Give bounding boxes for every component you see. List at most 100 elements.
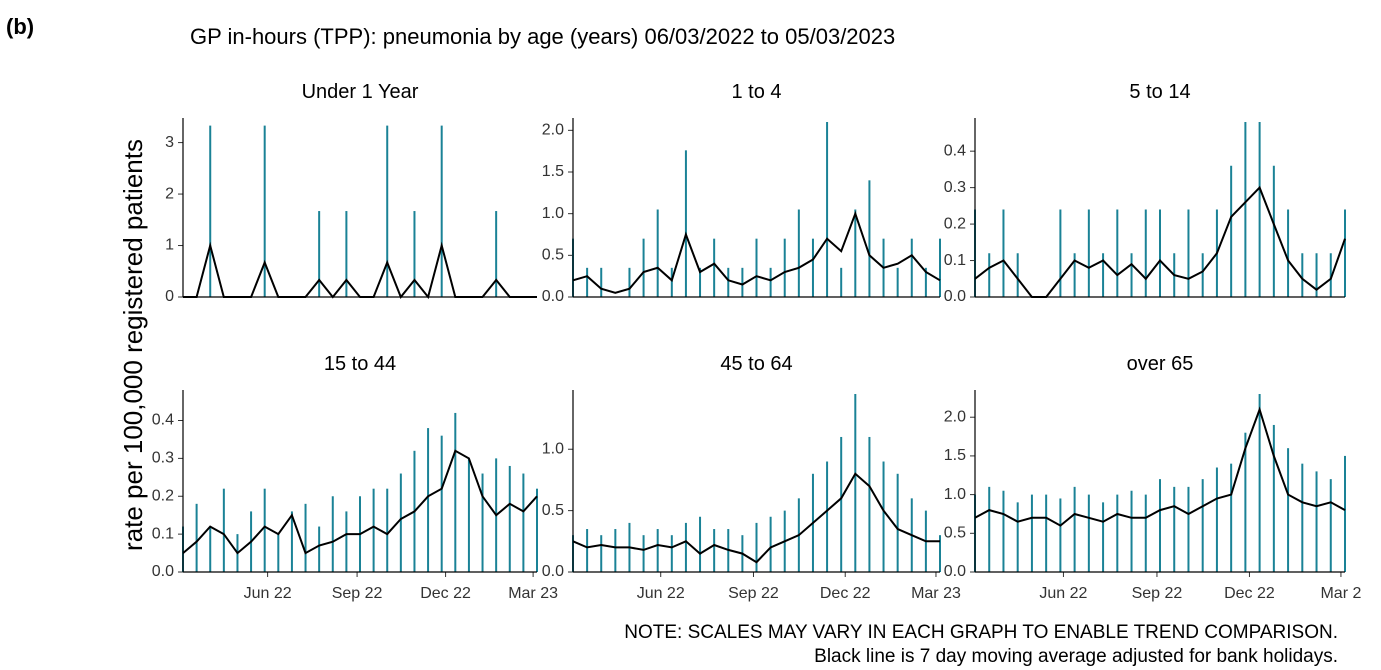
- daily-bar: [1059, 209, 1062, 297]
- daily-bar: [699, 516, 702, 572]
- daily-bar: [924, 267, 927, 297]
- daily-bar: [277, 534, 280, 572]
- daily-bar: [508, 465, 511, 572]
- daily-bar: [318, 526, 321, 572]
- x-tick-label: Jun 22: [637, 585, 685, 602]
- daily-bar: [670, 535, 673, 572]
- daily-bar: [939, 535, 941, 572]
- daily-bar: [684, 150, 687, 297]
- y-tick-label: 2.0: [542, 122, 564, 139]
- y-tick-label: 1.5: [944, 447, 966, 464]
- daily-bar: [372, 488, 375, 572]
- daily-bar: [1344, 455, 1346, 572]
- y-tick-label: 0.4: [944, 142, 966, 159]
- daily-bar: [1116, 209, 1119, 297]
- x-tick-label: Sep 22: [332, 585, 383, 602]
- daily-bar: [331, 496, 334, 572]
- y-tick-label: 0.4: [152, 412, 174, 429]
- panel-label: (b): [6, 14, 34, 39]
- y-tick-label: 0.1: [944, 252, 966, 269]
- y-tick-label: 0.3: [944, 179, 966, 196]
- daily-bar: [614, 529, 617, 572]
- daily-bar: [1329, 479, 1332, 572]
- moving-average-line: [572, 210, 941, 294]
- y-tick-label: 0.5: [542, 247, 564, 264]
- daily-bar: [1002, 490, 1005, 572]
- y-tick-label: 1.0: [944, 486, 966, 503]
- daily-bar: [713, 529, 716, 572]
- daily-bar: [868, 436, 871, 572]
- daily-bar: [1130, 253, 1133, 297]
- daily-bar: [600, 267, 603, 297]
- daily-bar: [1130, 490, 1133, 572]
- note: NOTE: SCALES MAY VARY IN EACH GRAPH TO E…: [624, 622, 1338, 643]
- y-tick-label: 0: [165, 288, 174, 305]
- daily-bar: [263, 125, 266, 298]
- y-tick-label: 0.0: [944, 288, 966, 305]
- daily-bar: [586, 529, 589, 572]
- y-tick-label: 0.5: [944, 525, 966, 542]
- daily-bar: [988, 486, 991, 572]
- daily-bar: [868, 180, 871, 297]
- daily-bar: [1329, 253, 1332, 297]
- x-tick-label: Jun 22: [1039, 585, 1087, 602]
- daily-bar: [427, 428, 430, 572]
- daily-bar: [1287, 209, 1290, 297]
- daily-bar: [1258, 394, 1261, 572]
- daily-bar: [1301, 253, 1304, 297]
- daily-bar: [988, 253, 991, 297]
- daily-bar: [600, 535, 603, 572]
- figure-title: GP in-hours (TPP): pneumonia by age (yea…: [190, 24, 895, 49]
- daily-bar: [467, 458, 470, 572]
- y-tick-label: 1.0: [542, 205, 564, 222]
- daily-bar: [769, 267, 772, 297]
- daily-bar: [670, 267, 673, 297]
- y-tick-label: 0.2: [944, 215, 966, 232]
- daily-bar: [783, 238, 786, 297]
- daily-bar: [1230, 463, 1233, 572]
- daily-bar: [1315, 471, 1318, 572]
- daily-bar: [910, 238, 913, 297]
- panel-title: 5 to 14: [1129, 81, 1190, 103]
- daily-bar: [656, 529, 659, 572]
- daily-bar: [263, 488, 266, 572]
- daily-bar: [290, 511, 293, 572]
- daily-bar: [222, 488, 225, 572]
- daily-bar: [318, 211, 321, 297]
- daily-bar: [1344, 209, 1346, 297]
- daily-bar: [1102, 502, 1105, 572]
- daily-bar: [1315, 253, 1318, 297]
- y-tick-label: 1.5: [542, 163, 564, 180]
- daily-bar: [1187, 486, 1190, 572]
- moving-average-line: [974, 406, 1346, 527]
- daily-bar: [1187, 209, 1190, 297]
- daily-bar: [399, 473, 402, 572]
- daily-bar: [797, 209, 800, 297]
- moving-average-line: [183, 241, 537, 300]
- panel-title: Under 1 Year: [302, 81, 419, 103]
- daily-bar: [1030, 494, 1033, 572]
- daily-bar: [304, 503, 307, 572]
- daily-bar: [1230, 165, 1233, 297]
- y-tick-label: 0.0: [944, 563, 966, 580]
- daily-bar: [1073, 486, 1076, 572]
- daily-bar: [840, 436, 843, 572]
- note: Black line is 7 day moving average adjus…: [814, 646, 1338, 667]
- daily-bar: [1173, 486, 1176, 572]
- daily-bar: [882, 461, 885, 572]
- daily-bar: [1301, 463, 1304, 572]
- y-tick-label: 3: [165, 134, 174, 151]
- daily-bar: [642, 238, 645, 297]
- daily-bar: [628, 267, 631, 297]
- daily-bar: [727, 267, 730, 297]
- daily-bar: [896, 267, 899, 297]
- daily-bar: [1144, 209, 1147, 297]
- daily-bar: [755, 238, 758, 297]
- daily-bar: [1244, 122, 1247, 297]
- daily-bar: [1087, 209, 1090, 297]
- daily-bar: [1016, 502, 1019, 572]
- daily-bar: [345, 511, 348, 572]
- y-tick-label: 0.0: [542, 563, 564, 580]
- daily-bar: [1272, 424, 1275, 572]
- daily-bar: [1201, 479, 1204, 572]
